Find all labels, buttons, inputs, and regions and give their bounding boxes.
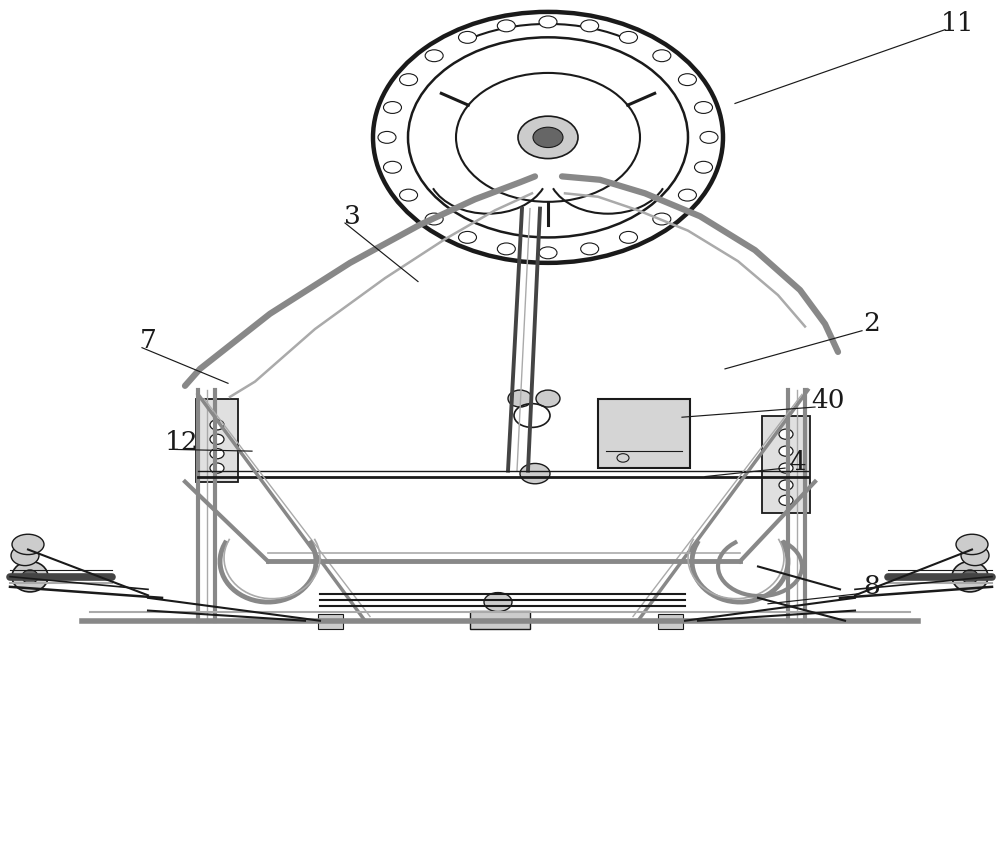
Ellipse shape bbox=[678, 74, 696, 86]
Text: 2: 2 bbox=[864, 311, 880, 337]
Ellipse shape bbox=[653, 50, 671, 62]
Ellipse shape bbox=[581, 243, 599, 255]
Bar bbox=[658, 614, 683, 629]
Ellipse shape bbox=[539, 16, 557, 28]
Ellipse shape bbox=[678, 189, 696, 201]
Ellipse shape bbox=[425, 50, 443, 62]
Ellipse shape bbox=[653, 213, 671, 225]
Text: 4: 4 bbox=[790, 449, 806, 475]
Bar bbox=[196, 399, 238, 482]
Ellipse shape bbox=[961, 545, 989, 566]
Bar bbox=[598, 399, 690, 468]
Text: 11: 11 bbox=[941, 11, 975, 36]
Ellipse shape bbox=[779, 446, 793, 456]
Ellipse shape bbox=[459, 31, 477, 43]
Ellipse shape bbox=[581, 20, 599, 31]
Ellipse shape bbox=[400, 74, 418, 86]
Ellipse shape bbox=[497, 243, 515, 255]
Ellipse shape bbox=[533, 127, 563, 148]
Ellipse shape bbox=[962, 570, 978, 583]
Ellipse shape bbox=[425, 213, 443, 225]
Ellipse shape bbox=[22, 570, 38, 583]
Bar bbox=[318, 614, 343, 629]
Ellipse shape bbox=[695, 161, 713, 173]
Ellipse shape bbox=[779, 463, 793, 473]
Text: 7: 7 bbox=[140, 328, 156, 354]
Ellipse shape bbox=[620, 232, 638, 243]
Bar bbox=[762, 416, 810, 513]
Ellipse shape bbox=[12, 561, 48, 592]
Text: 8: 8 bbox=[864, 574, 880, 600]
Ellipse shape bbox=[956, 534, 988, 555]
Ellipse shape bbox=[400, 189, 418, 201]
Text: 3: 3 bbox=[344, 204, 360, 229]
Ellipse shape bbox=[700, 131, 718, 143]
Ellipse shape bbox=[536, 390, 560, 407]
Ellipse shape bbox=[779, 480, 793, 490]
Bar bbox=[470, 611, 530, 629]
Ellipse shape bbox=[210, 449, 224, 459]
Ellipse shape bbox=[484, 593, 512, 611]
Ellipse shape bbox=[952, 561, 988, 592]
Ellipse shape bbox=[378, 131, 396, 143]
Ellipse shape bbox=[508, 390, 532, 407]
Ellipse shape bbox=[520, 463, 550, 483]
Ellipse shape bbox=[539, 247, 557, 259]
Ellipse shape bbox=[497, 20, 515, 31]
Ellipse shape bbox=[210, 434, 224, 444]
Ellipse shape bbox=[779, 429, 793, 439]
Ellipse shape bbox=[518, 116, 578, 159]
Ellipse shape bbox=[383, 102, 401, 114]
Ellipse shape bbox=[383, 161, 401, 173]
Ellipse shape bbox=[458, 232, 476, 243]
Ellipse shape bbox=[779, 495, 793, 505]
Ellipse shape bbox=[210, 420, 224, 430]
Text: 40: 40 bbox=[811, 388, 845, 413]
Ellipse shape bbox=[620, 31, 638, 43]
Text: 12: 12 bbox=[165, 430, 199, 455]
Ellipse shape bbox=[210, 463, 224, 473]
Ellipse shape bbox=[11, 545, 39, 566]
Ellipse shape bbox=[12, 534, 44, 555]
Ellipse shape bbox=[695, 102, 713, 114]
